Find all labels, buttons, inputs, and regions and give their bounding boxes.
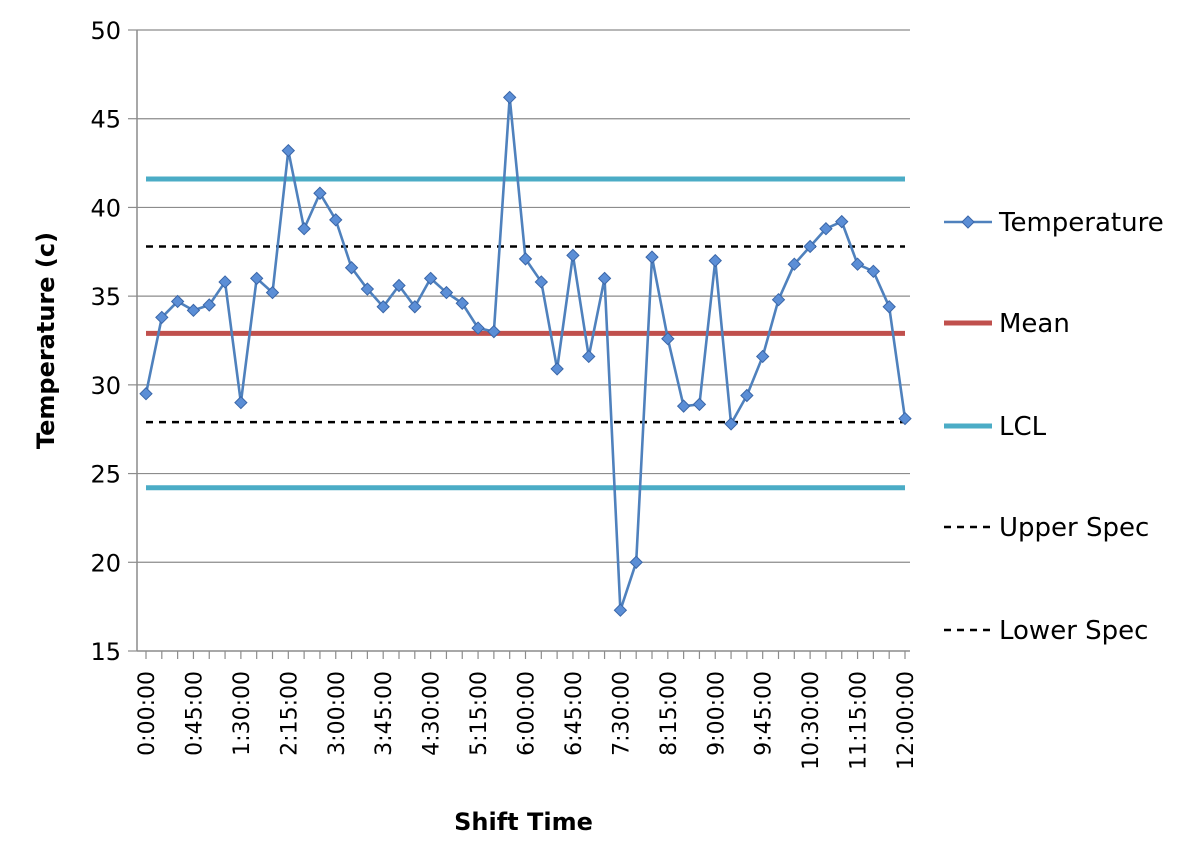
temperature-point <box>329 213 343 227</box>
legend-item: Temperature <box>944 208 1164 238</box>
temperature-point <box>819 222 833 236</box>
legend-item: Mean <box>944 309 1070 339</box>
temperature-point <box>249 271 264 286</box>
legend-label: Temperature <box>998 208 1164 238</box>
temperature-point <box>202 298 216 312</box>
legend-label: Upper Spec <box>999 513 1149 543</box>
temperature-point <box>471 321 485 335</box>
temperature-point <box>850 257 865 271</box>
y-tick-label: 15 <box>90 638 121 666</box>
y-tick-label: 45 <box>90 106 121 134</box>
temperature-point <box>170 294 185 309</box>
legend-label: Mean <box>999 309 1070 339</box>
x-tick-labels: 0:00:00 0:45:00 1:30:00 2:15:00 3:00:00 3:45:… <box>135 671 919 770</box>
temperature-point <box>582 349 596 364</box>
temperature-point <box>866 264 881 279</box>
temperature-point <box>613 603 628 617</box>
temperature-series <box>139 90 912 617</box>
temperature-line <box>144 96 907 612</box>
x-tick-label: 4:30:00 <box>420 671 445 756</box>
reference-lines <box>146 176 905 491</box>
temperature-point <box>566 248 580 263</box>
temperature-point <box>676 399 691 413</box>
temperature-point <box>771 292 786 307</box>
temperature-point <box>898 411 912 426</box>
temperature-point <box>629 555 643 569</box>
temperature-point <box>234 395 248 410</box>
x-tick-label: 6:45:00 <box>562 671 587 756</box>
y-tick-label: 50 <box>90 17 121 45</box>
temperature-point <box>518 252 533 266</box>
x-tick-label: 9:00:00 <box>704 671 729 756</box>
x-tick-label: 8:15:00 <box>657 671 682 756</box>
temperature-point <box>882 300 896 314</box>
x-tick-label: 1:30:00 <box>230 671 255 756</box>
legend-label: Lower Spec <box>999 616 1148 646</box>
legend-item: Upper Spec <box>944 513 1149 543</box>
temperature-point <box>550 362 564 376</box>
legend-item: LCL <box>944 412 1047 442</box>
temperature-point <box>408 300 422 314</box>
temperature-point <box>835 214 849 229</box>
temperature-point <box>708 253 722 268</box>
x-tick-label: 2:15:00 <box>277 671 302 756</box>
x-tick-label: 0:45:00 <box>182 671 207 756</box>
temperature-point <box>787 257 802 271</box>
temperature-point <box>455 296 469 310</box>
temperature-point <box>423 271 438 286</box>
y-tick-label: 30 <box>90 372 121 400</box>
y-axis-title: Temperature (c) <box>32 232 60 449</box>
y-tick-label: 20 <box>90 549 121 577</box>
temperature-point <box>344 261 359 275</box>
temperature-point <box>534 275 549 289</box>
x-axis-title: Shift Time <box>454 808 593 836</box>
temperature-point <box>439 285 454 300</box>
temperature-point <box>755 349 770 364</box>
temperature-point <box>360 282 375 296</box>
gridlines <box>137 29 910 563</box>
y-tick-label: 35 <box>90 283 121 311</box>
temperature-point <box>313 186 327 200</box>
temperature-point <box>297 222 311 236</box>
x-tick-label: 3:00:00 <box>325 671 350 756</box>
temperature-point <box>186 303 201 318</box>
temperature-point <box>265 285 280 300</box>
temperature-point <box>692 397 707 412</box>
x-tick-label: 0:00:00 <box>135 671 160 756</box>
legend-label: LCL <box>999 412 1047 442</box>
temperature-point <box>661 332 675 346</box>
x-tick-label: 7:30:00 <box>609 671 634 756</box>
axes <box>128 29 910 659</box>
y-tick-label: 40 <box>90 194 121 222</box>
temperature-point <box>218 275 232 289</box>
legend-item: Lower Spec <box>944 616 1148 646</box>
temperature-point <box>740 388 754 403</box>
temperature-point <box>139 387 153 401</box>
x-tick-label: 11:15:00 <box>847 671 872 770</box>
legend-marker <box>961 215 975 229</box>
x-tick-label: 5:15:00 <box>467 671 492 756</box>
temperature-point <box>487 324 501 339</box>
x-tick-label: 9:45:00 <box>752 671 777 756</box>
legend: Temperature Mean LCL Upper Spec Lower Spec <box>944 208 1164 646</box>
x-tick-label: 3:45:00 <box>372 671 397 756</box>
temperature-point <box>502 90 517 105</box>
temperature-point <box>155 310 169 325</box>
temperature-point <box>597 271 612 286</box>
x-tick-label: 10:30:00 <box>799 671 824 770</box>
temperature-point <box>281 143 296 158</box>
temperature-point <box>392 278 406 293</box>
temperature-point <box>376 300 390 314</box>
y-tick-label: 25 <box>90 461 121 489</box>
x-tick-label: 12:00:00 <box>894 671 919 770</box>
temperature-point <box>645 250 659 264</box>
y-tick-labels: 15 20 25 30 35 40 45 50 <box>90 17 121 666</box>
temperature-point <box>724 417 738 431</box>
x-tick-label: 6:00:00 <box>515 671 540 756</box>
temperature-point <box>803 239 817 254</box>
